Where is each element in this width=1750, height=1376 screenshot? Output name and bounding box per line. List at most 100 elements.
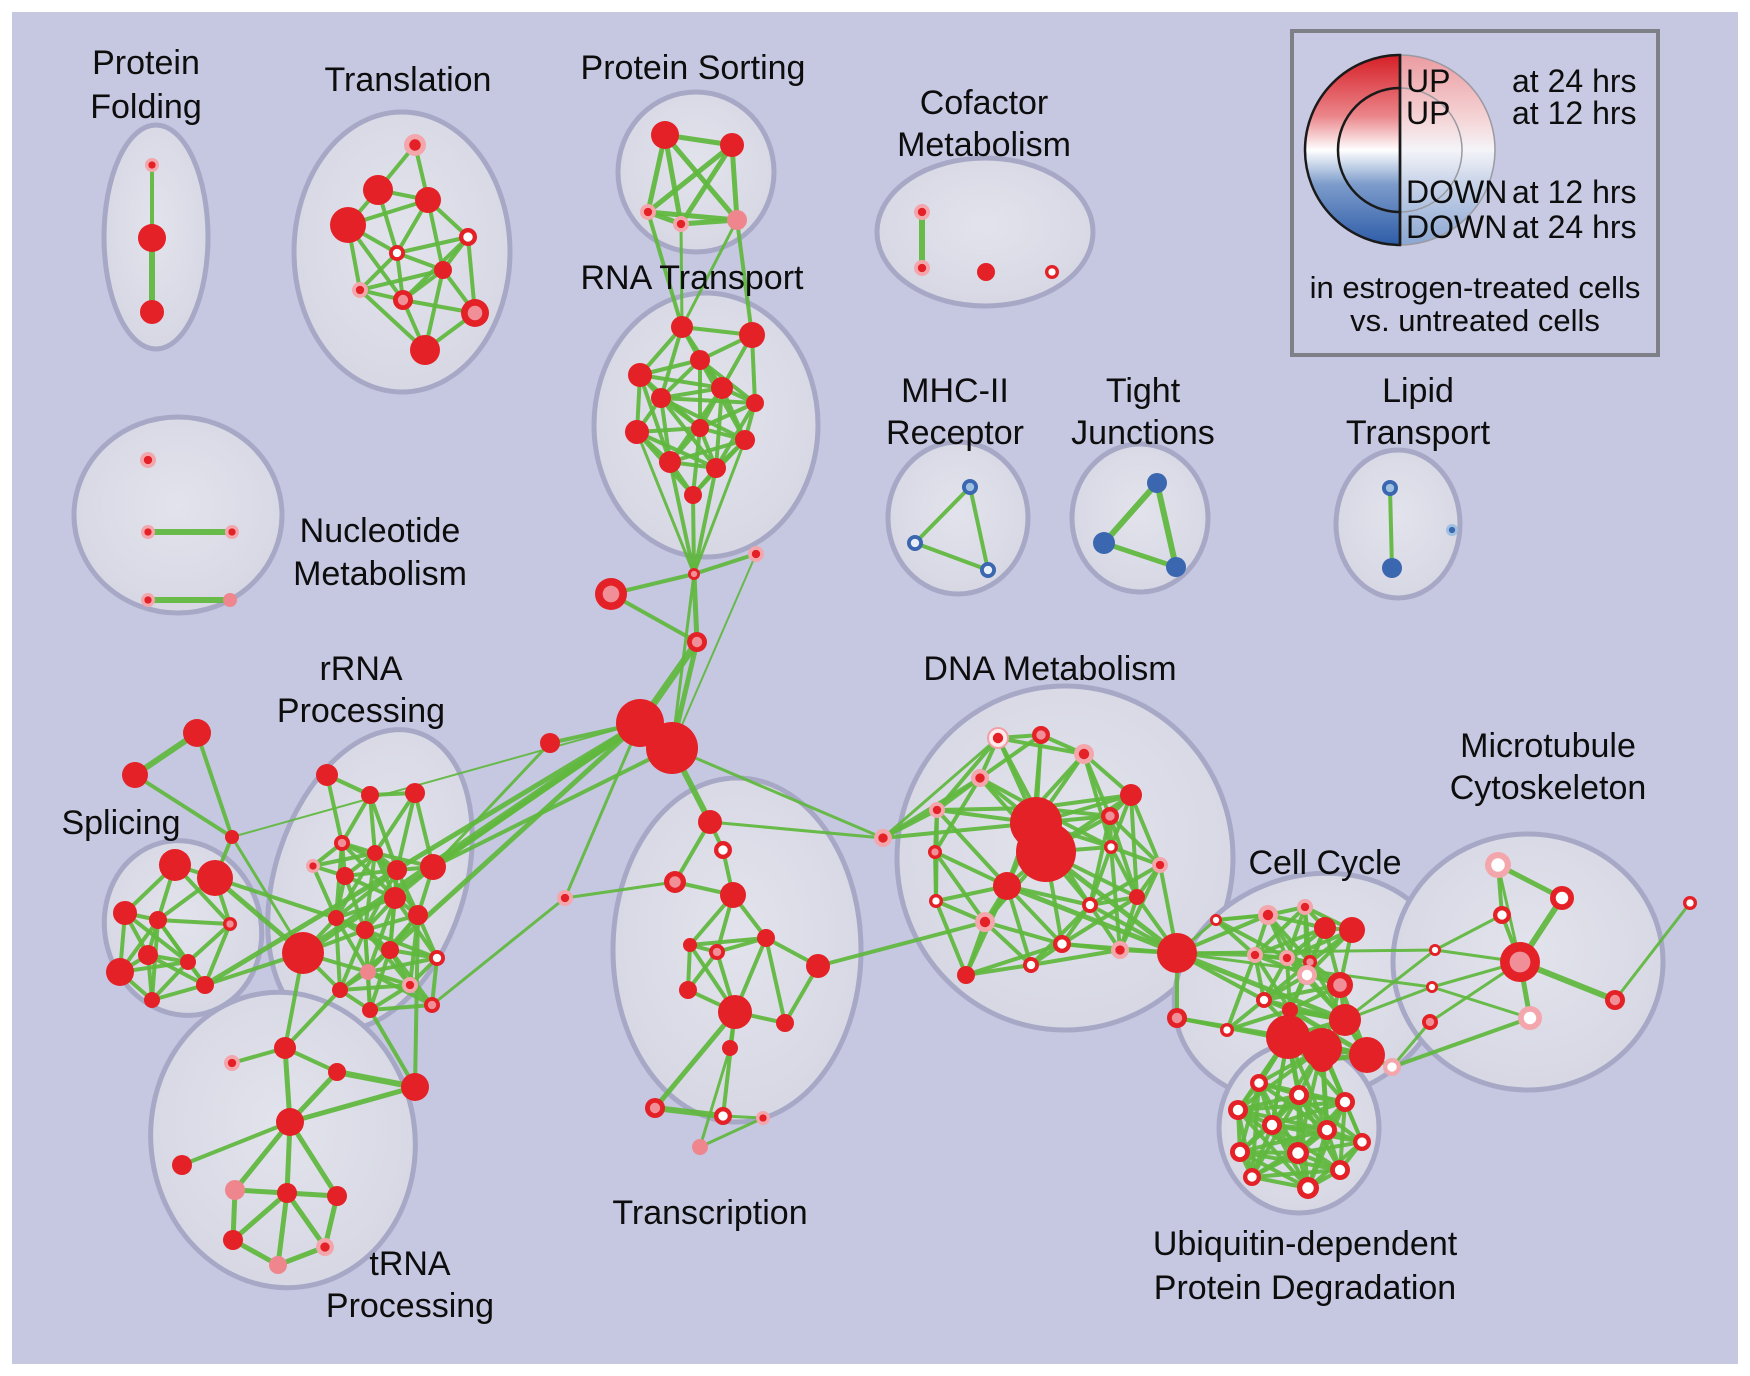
gene-node[interactable] bbox=[977, 263, 995, 281]
gene-node[interactable] bbox=[1297, 965, 1317, 985]
gene-node[interactable] bbox=[1327, 972, 1353, 998]
gene-node[interactable] bbox=[646, 722, 698, 774]
gene-node[interactable] bbox=[196, 976, 214, 994]
gene-node[interactable] bbox=[645, 1098, 665, 1118]
gene-node[interactable] bbox=[957, 966, 975, 984]
gene-node[interactable] bbox=[1279, 950, 1295, 966]
gene-node[interactable] bbox=[420, 854, 446, 880]
gene-node[interactable] bbox=[113, 901, 137, 925]
gene-node[interactable] bbox=[434, 261, 452, 279]
gene-node[interactable] bbox=[415, 187, 441, 213]
gene-node[interactable] bbox=[223, 1230, 243, 1250]
gene-node[interactable] bbox=[664, 871, 686, 893]
gene-node[interactable] bbox=[874, 829, 892, 847]
gene-node[interactable] bbox=[140, 300, 164, 324]
gene-node[interactable] bbox=[360, 964, 376, 980]
gene-node[interactable] bbox=[461, 299, 489, 327]
gene-node[interactable] bbox=[1329, 1004, 1361, 1036]
gene-node[interactable] bbox=[1023, 957, 1039, 973]
gene-node[interactable] bbox=[1282, 1002, 1298, 1018]
gene-node[interactable] bbox=[141, 593, 155, 607]
gene-node[interactable] bbox=[363, 175, 393, 205]
gene-node[interactable] bbox=[1266, 1015, 1310, 1059]
gene-node[interactable] bbox=[274, 1037, 296, 1059]
gene-node[interactable] bbox=[735, 430, 755, 450]
gene-node[interactable] bbox=[1353, 1133, 1371, 1151]
gene-node[interactable] bbox=[690, 350, 710, 370]
gene-node[interactable] bbox=[282, 932, 324, 974]
gene-node[interactable] bbox=[975, 912, 995, 932]
gene-node[interactable] bbox=[714, 1107, 732, 1125]
gene-node[interactable] bbox=[362, 1002, 378, 1018]
gene-node[interactable] bbox=[122, 762, 148, 788]
gene-node[interactable] bbox=[1297, 899, 1313, 915]
gene-node[interactable] bbox=[709, 944, 725, 960]
gene-node[interactable] bbox=[180, 954, 196, 970]
gene-node[interactable] bbox=[424, 997, 440, 1013]
gene-node[interactable] bbox=[223, 917, 237, 931]
gene-node[interactable] bbox=[914, 204, 930, 220]
gene-node[interactable] bbox=[1683, 896, 1697, 910]
gene-node[interactable] bbox=[640, 204, 656, 220]
gene-node[interactable] bbox=[1349, 1037, 1385, 1073]
gene-node[interactable] bbox=[1074, 744, 1094, 764]
gene-node[interactable] bbox=[387, 860, 407, 880]
gene-node[interactable] bbox=[1104, 840, 1118, 854]
gene-node[interactable] bbox=[1101, 807, 1119, 825]
gene-node[interactable] bbox=[1302, 1028, 1342, 1068]
gene-node[interactable] bbox=[384, 887, 406, 909]
gene-node[interactable] bbox=[557, 890, 573, 906]
gene-node[interactable] bbox=[727, 210, 747, 230]
gene-node[interactable] bbox=[706, 458, 726, 478]
gene-node[interactable] bbox=[1220, 1023, 1234, 1037]
gene-node[interactable] bbox=[141, 525, 155, 539]
gene-node[interactable] bbox=[1166, 557, 1186, 577]
gene-node[interactable] bbox=[679, 981, 697, 999]
gene-node[interactable] bbox=[140, 452, 156, 468]
gene-node[interactable] bbox=[684, 486, 702, 504]
gene-node[interactable] bbox=[1157, 933, 1197, 973]
gene-node[interactable] bbox=[393, 290, 413, 310]
gene-node[interactable] bbox=[673, 216, 689, 232]
gene-node[interactable] bbox=[1230, 1142, 1250, 1162]
gene-node[interactable] bbox=[1152, 857, 1168, 873]
gene-node[interactable] bbox=[1317, 1120, 1337, 1140]
gene-node[interactable] bbox=[356, 921, 374, 939]
gene-node[interactable] bbox=[332, 982, 348, 998]
gene-node[interactable] bbox=[138, 224, 166, 252]
gene-node[interactable] bbox=[389, 245, 405, 261]
gene-node[interactable] bbox=[223, 593, 237, 607]
gene-node[interactable] bbox=[1082, 897, 1098, 913]
gene-node[interactable] bbox=[1446, 524, 1458, 536]
gene-node[interactable] bbox=[316, 764, 338, 786]
gene-node[interactable] bbox=[540, 733, 560, 753]
gene-node[interactable] bbox=[404, 134, 426, 156]
gene-node[interactable] bbox=[172, 1155, 192, 1175]
gene-node[interactable] bbox=[183, 719, 211, 747]
gene-node[interactable] bbox=[698, 810, 722, 834]
gene-node[interactable] bbox=[746, 394, 764, 412]
gene-node[interactable] bbox=[671, 316, 693, 338]
gene-node[interactable] bbox=[269, 1256, 287, 1274]
gene-node[interactable] bbox=[316, 1238, 334, 1256]
gene-node[interactable] bbox=[1147, 473, 1167, 493]
gene-node[interactable] bbox=[739, 322, 765, 348]
gene-node[interactable] bbox=[367, 845, 383, 861]
gene-node[interactable] bbox=[159, 849, 191, 881]
gene-node[interactable] bbox=[720, 882, 746, 908]
gene-node[interactable] bbox=[1250, 1074, 1268, 1092]
gene-node[interactable] bbox=[722, 1040, 738, 1056]
gene-node[interactable] bbox=[408, 905, 428, 925]
gene-node[interactable] bbox=[145, 158, 159, 172]
gene-node[interactable] bbox=[224, 1055, 240, 1071]
gene-node[interactable] bbox=[1485, 852, 1511, 878]
gene-node[interactable] bbox=[688, 568, 700, 580]
gene-node[interactable] bbox=[1053, 935, 1071, 953]
gene-node[interactable] bbox=[277, 1183, 297, 1203]
gene-node[interactable] bbox=[1493, 906, 1511, 924]
gene-node[interactable] bbox=[405, 783, 425, 803]
gene-node[interactable] bbox=[1032, 726, 1050, 744]
gene-node[interactable] bbox=[402, 977, 418, 993]
gene-node[interactable] bbox=[1383, 1058, 1401, 1076]
gene-node[interactable] bbox=[776, 1014, 794, 1032]
